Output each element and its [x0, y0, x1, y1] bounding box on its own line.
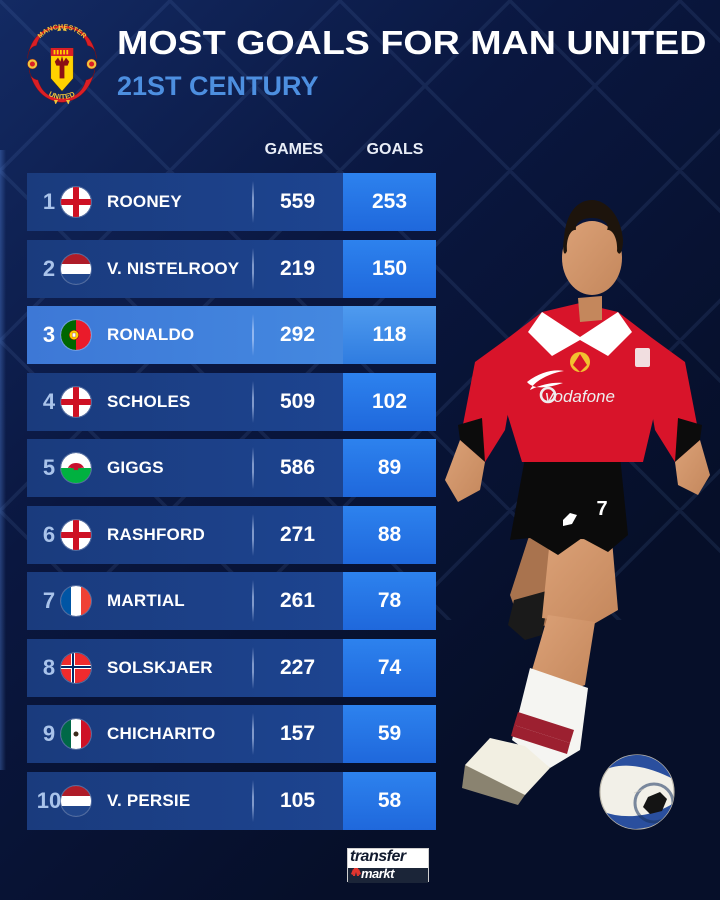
- svg-text:vodafone: vodafone: [545, 387, 615, 406]
- svg-text:7: 7: [596, 498, 607, 520]
- svg-text:MANCHESTER: MANCHESTER: [37, 24, 88, 40]
